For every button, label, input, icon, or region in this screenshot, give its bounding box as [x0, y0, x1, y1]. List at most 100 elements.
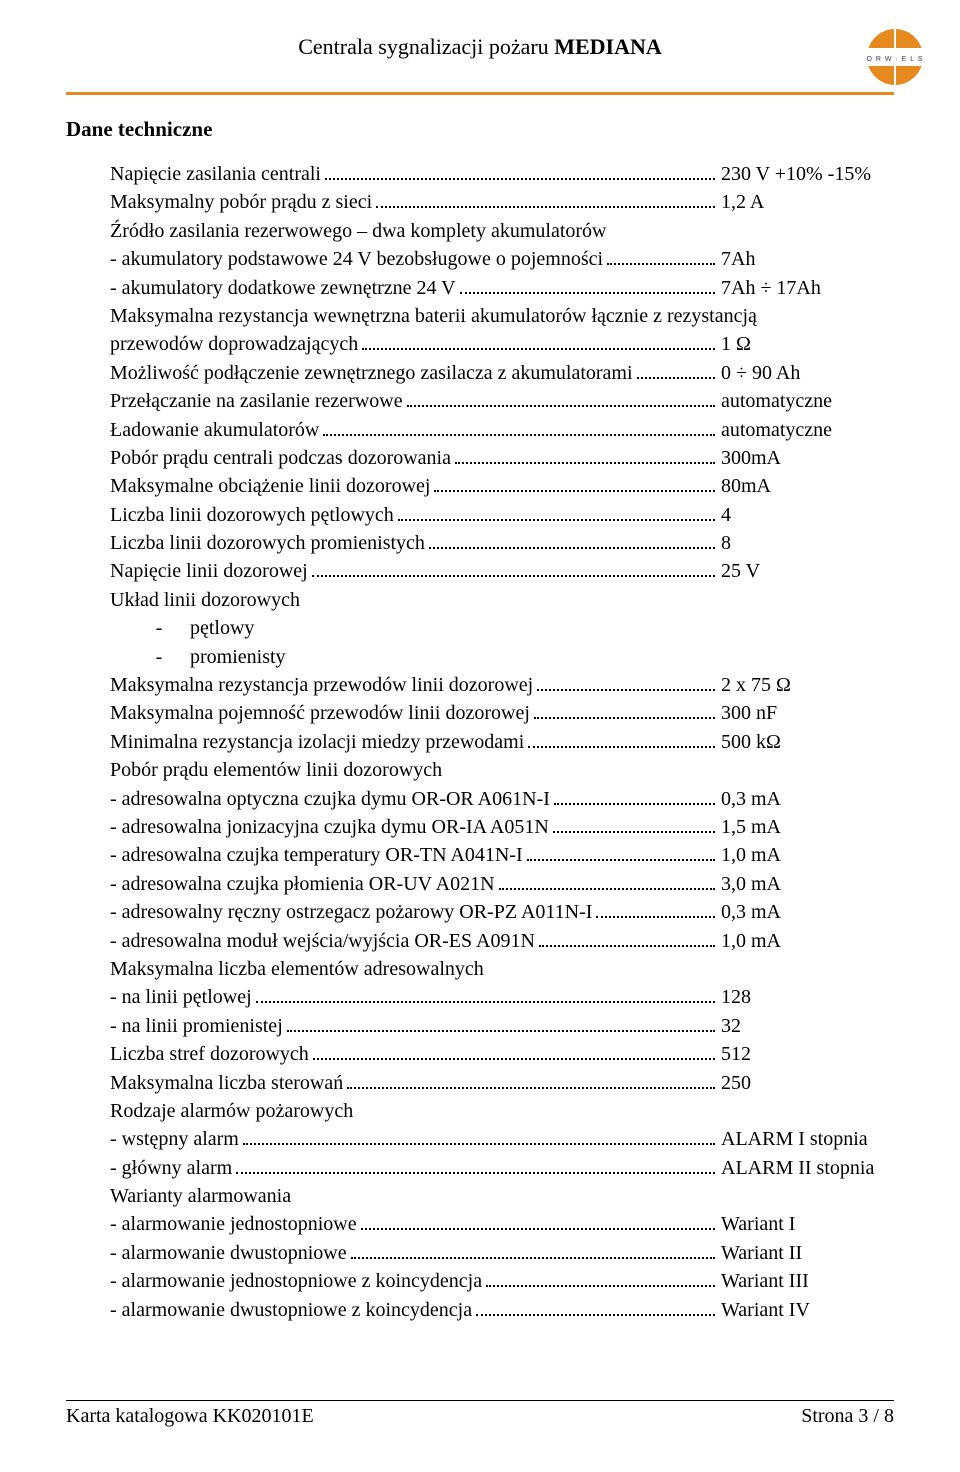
- leader-dots: [323, 425, 715, 436]
- spec-label: - wstępny alarm: [110, 1125, 239, 1153]
- spec-value: 25 V: [719, 557, 894, 585]
- spec-row: - adresowalna jonizacyjna czujka dymu OR…: [110, 813, 894, 841]
- leader-dots: [476, 1305, 715, 1316]
- leader-dots: [537, 680, 715, 691]
- spec-label: Napięcie zasilania centrali: [110, 160, 321, 188]
- spec-label: Minimalna rezystancja izolacji miedzy pr…: [110, 728, 524, 756]
- spec-label: - akumulatory dodatkowe zewnętrzne 24 V: [110, 274, 456, 302]
- leader-dots: [287, 1021, 715, 1032]
- spec-value: Wariant IV: [719, 1296, 894, 1324]
- footer-left: Karta katalogowa KK020101E: [66, 1405, 314, 1428]
- spec-label: Pobór prądu centrali podczas dozorowania: [110, 444, 451, 472]
- spec-row: - akumulatory dodatkowe zewnętrzne 24 V 7…: [110, 274, 894, 302]
- leader-dots: [553, 822, 715, 833]
- bullet-dash: -: [128, 614, 190, 642]
- spec-row: - adresowalna czujka płomienia OR-UV A02…: [110, 870, 894, 898]
- spec-row: - adresowalny ręczny ostrzegacz pożarowy…: [110, 898, 894, 926]
- spec-value: Wariant II: [719, 1239, 894, 1267]
- page-title: Centrala sygnalizacji pożaru MEDIANA: [66, 34, 894, 60]
- spec-row: Maksymalna liczba sterowań 250: [110, 1069, 894, 1097]
- spec-row: Minimalna rezystancja izolacji miedzy pr…: [110, 728, 894, 756]
- spec-value: 300 nF: [719, 699, 894, 727]
- spec-list: Napięcie zasilania centrali 230 V +10% -1…: [66, 160, 894, 1324]
- leader-dots: [539, 936, 715, 947]
- leader-dots: [499, 879, 715, 890]
- spec-value: 4: [719, 501, 894, 529]
- leader-dots: [434, 481, 715, 492]
- leader-dots: [455, 453, 715, 464]
- spec-row: - adresowalna optyczna czujka dymu OR-OR…: [110, 785, 894, 813]
- section-title: Dane techniczne: [66, 117, 894, 142]
- spec-value: 512: [719, 1040, 894, 1068]
- spec-label: Liczba linii dozorowych promienistych: [110, 529, 425, 557]
- spec-bullet: -pętlowy: [110, 614, 894, 642]
- spec-value: 230 V +10% -15%: [719, 160, 894, 188]
- leader-dots: [554, 794, 715, 805]
- page-footer: Karta katalogowa KK020101E Strona 3 / 8: [66, 1400, 894, 1428]
- leader-dots: [460, 283, 715, 294]
- spec-value: 500 kΩ: [719, 728, 894, 756]
- spec-row: - na linii promienistej 32: [110, 1012, 894, 1040]
- leader-dots: [527, 850, 715, 861]
- spec-row: Maksymalny pobór prądu z sieci 1,2 A: [110, 188, 894, 216]
- spec-row: przewodów doprowadzających1 Ω: [110, 330, 894, 358]
- spec-value: 32: [719, 1012, 894, 1040]
- leader-dots: [407, 396, 715, 407]
- spec-value: ALARM II stopnia: [719, 1154, 894, 1182]
- spec-label: Maksymalny pobór prądu z sieci: [110, 188, 372, 216]
- footer-row: Karta katalogowa KK020101E Strona 3 / 8: [66, 1405, 894, 1428]
- spec-value: Wariant I: [719, 1210, 894, 1238]
- spec-row: Pobór prądu centrali podczas dozorowania…: [110, 444, 894, 472]
- spec-value: 128: [719, 983, 894, 1011]
- bullet-dash: -: [128, 643, 190, 671]
- spec-row: Maksymalna pojemność przewodów linii doz…: [110, 699, 894, 727]
- leader-dots: [486, 1276, 715, 1287]
- leader-dots: [256, 992, 715, 1003]
- spec-row: - alarmowanie dwustopnioweWariant II: [110, 1239, 894, 1267]
- spec-value: Wariant III: [719, 1267, 894, 1295]
- spec-plain: Warianty alarmowania: [110, 1182, 894, 1210]
- spec-label: - na linii pętlowej: [110, 983, 252, 1011]
- spec-value: automatyczne: [719, 416, 894, 444]
- brand-logo: O R W · E L S: [866, 28, 924, 86]
- spec-value: ALARM I stopnia: [719, 1125, 894, 1153]
- spec-label: - główny alarm: [110, 1154, 232, 1182]
- leader-dots: [351, 1248, 715, 1259]
- spec-row: - alarmowanie jednostopniowe z koincyden…: [110, 1267, 894, 1295]
- spec-label: - na linii promienistej: [110, 1012, 283, 1040]
- spec-plain: Rodzaje alarmów pożarowych: [110, 1097, 894, 1125]
- spec-value: 1 Ω: [719, 330, 894, 358]
- spec-label: - adresowalna czujka temperatury OR-TN A…: [110, 841, 523, 869]
- spec-row: Ładowanie akumulatorów automatyczne: [110, 416, 894, 444]
- spec-label: Liczba stref dozorowych: [110, 1040, 309, 1068]
- leader-dots: [312, 566, 715, 577]
- spec-value: automatyczne: [719, 387, 894, 415]
- spec-value: 1,2 A: [719, 188, 894, 216]
- leader-dots: [637, 368, 715, 379]
- spec-plain: Maksymalna liczba elementów adresowalnyc…: [110, 955, 894, 983]
- spec-label: - alarmowanie jednostopniowe z koincyden…: [110, 1267, 482, 1295]
- spec-plain: Maksymalna rezystancja wewnętrzna bateri…: [110, 302, 894, 330]
- spec-label: - adresowalna optyczna czujka dymu OR-OR…: [110, 785, 550, 813]
- leader-dots: [243, 1134, 715, 1145]
- spec-label: Maksymalna pojemność przewodów linii doz…: [110, 699, 530, 727]
- spec-value: 7Ah ÷ 17Ah: [719, 274, 894, 302]
- spec-row: - adresowalna czujka temperatury OR-TN A…: [110, 841, 894, 869]
- spec-label: Liczba linii dozorowych pętlowych: [110, 501, 394, 529]
- spec-label: Ładowanie akumulatorów: [110, 416, 319, 444]
- spec-bullet-text: promienisty: [190, 646, 286, 668]
- leader-dots: [347, 1078, 715, 1089]
- footer-divider: [66, 1400, 894, 1401]
- leader-dots: [236, 1163, 715, 1174]
- spec-bullet-text: pętlowy: [190, 617, 254, 639]
- spec-label: Przełączanie na zasilanie rezerwowe: [110, 387, 403, 415]
- spec-row: Liczba stref dozorowych 512: [110, 1040, 894, 1068]
- spec-value: 80mA: [719, 472, 894, 500]
- spec-row: Liczba linii dozorowych pętlowych 4: [110, 501, 894, 529]
- spec-row: Możliwość podłączenie zewnętrznego zasil…: [110, 359, 894, 387]
- leader-dots: [607, 254, 715, 265]
- spec-row: - akumulatory podstawowe 24 V bezobsługo…: [110, 245, 894, 273]
- spec-value: 250: [719, 1069, 894, 1097]
- spec-label: Maksymalna liczba sterowań: [110, 1069, 343, 1097]
- spec-label: - adresowalna czujka płomienia OR-UV A02…: [110, 870, 495, 898]
